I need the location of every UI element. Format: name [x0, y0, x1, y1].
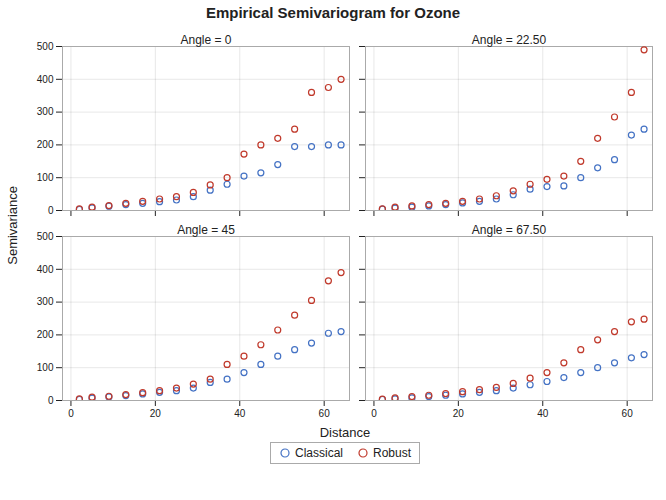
- svg-text:0: 0: [68, 408, 74, 419]
- svg-text:60: 60: [622, 408, 634, 419]
- svg-text:200: 200: [37, 329, 54, 340]
- svg-text:Angle = 0: Angle = 0: [180, 33, 231, 47]
- html-text:Distance: Distance: [319, 425, 371, 440]
- svg-text:200: 200: [37, 139, 54, 150]
- html-text:Semivariance: Semivariance: [4, 185, 20, 265]
- svg-text:400: 400: [37, 74, 54, 85]
- svg-text:500: 500: [37, 231, 54, 242]
- svg-text:400: 400: [37, 264, 54, 275]
- html-text:Empirical Semivariogram for Oz: Empirical Semivariogram for Ozone: [205, 4, 461, 21]
- svg-text:100: 100: [37, 172, 54, 183]
- svg-text:100: 100: [37, 362, 54, 373]
- svg-text:40: 40: [537, 408, 549, 419]
- svg-text:Angle = 45: Angle = 45: [177, 223, 235, 237]
- svg-text:Angle = 22.50: Angle = 22.50: [472, 33, 547, 47]
- svg-text:0: 0: [48, 395, 54, 406]
- svg-text:40: 40: [234, 408, 246, 419]
- svg-text:300: 300: [37, 296, 54, 307]
- svg-text:500: 500: [37, 41, 54, 52]
- svg-text:300: 300: [37, 106, 54, 117]
- html-text:Classical: Classical: [295, 446, 343, 460]
- svg-text:0: 0: [371, 408, 377, 419]
- svg-text:0: 0: [48, 205, 54, 216]
- html-text:Robust: Robust: [373, 446, 411, 460]
- svg-text:20: 20: [453, 408, 465, 419]
- svg-text:Angle = 67.50: Angle = 67.50: [472, 223, 547, 237]
- svg-text:20: 20: [150, 408, 162, 419]
- svg-text:60: 60: [319, 408, 331, 419]
